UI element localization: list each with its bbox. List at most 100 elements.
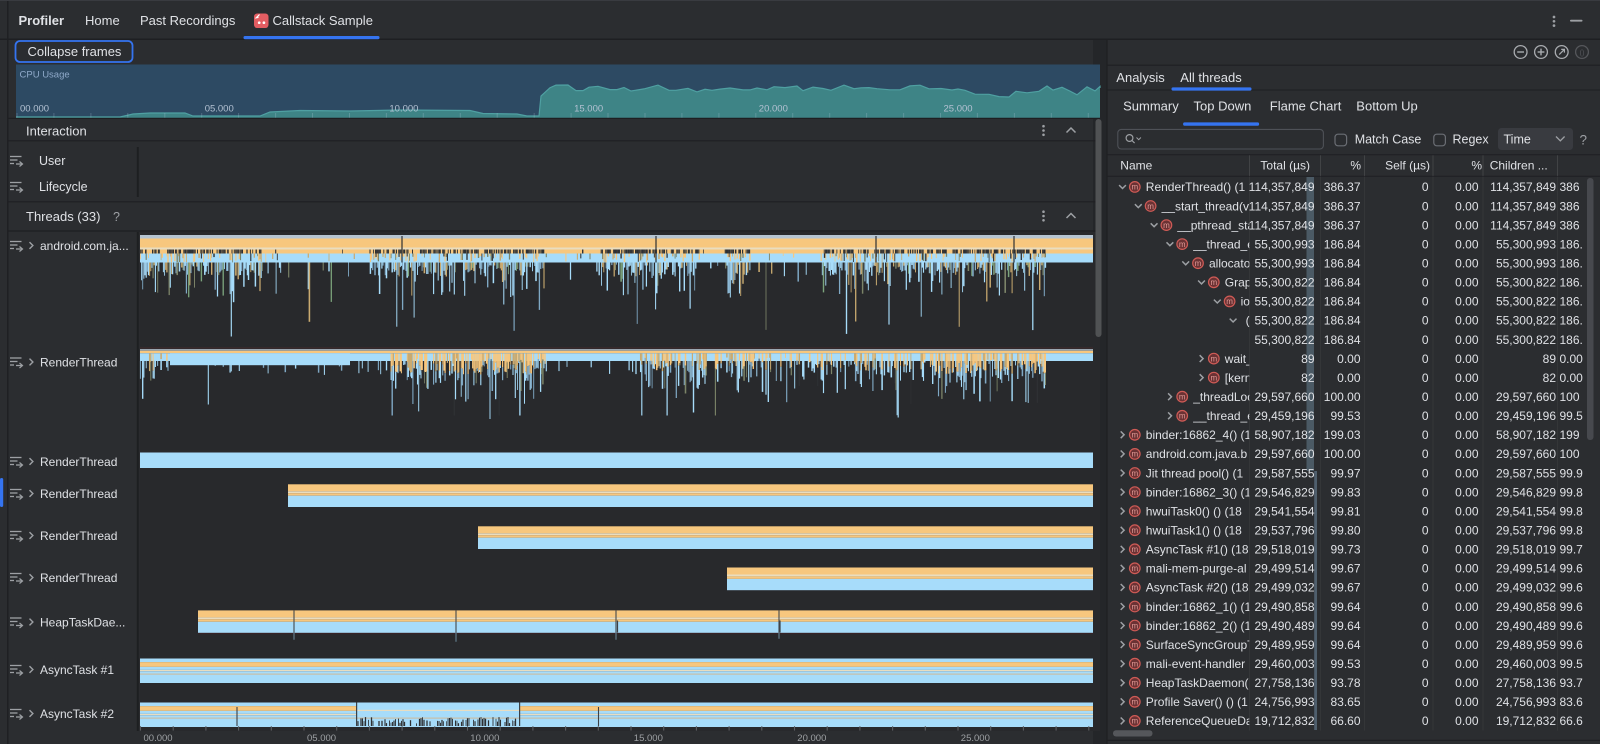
svg-text:m: m (1131, 183, 1138, 192)
svg-text:0: 0 (1422, 714, 1429, 728)
svg-text:m: m (1131, 564, 1138, 573)
svg-text:_threadLoop(void: _threadLoop(void (1192, 390, 1286, 404)
svg-text:0: 0 (1422, 695, 1429, 709)
svg-text:186.: 186. (1560, 333, 1583, 347)
svg-text:55,300,822: 55,300,822 (1254, 333, 1314, 347)
svg-text:m: m (1131, 717, 1138, 726)
svg-text:SurfaceSyncGroupT: SurfaceSyncGroupT (1146, 638, 1255, 652)
svg-text:29,460,003: 29,460,003 (1496, 657, 1556, 671)
svg-text:29,537,796: 29,537,796 (1496, 524, 1556, 538)
svg-text:27,758,136: 27,758,136 (1496, 676, 1556, 690)
svg-text:29,489,959: 29,489,959 (1496, 638, 1556, 652)
svg-text:RenderThread: RenderThread (40, 355, 117, 369)
svg-text:RenderThread: RenderThread (40, 455, 117, 469)
svg-text:29,499,514: 29,499,514 (1254, 562, 1314, 576)
svg-text:114,357,849: 114,357,849 (1490, 199, 1556, 213)
svg-text:Flame Chart: Flame Chart (1270, 99, 1342, 114)
svg-text:0: 0 (1422, 581, 1429, 595)
svg-text:99.97: 99.97 (1330, 466, 1360, 480)
svg-text:29,587,555: 29,587,555 (1496, 466, 1556, 480)
svg-text:99.81: 99.81 (1330, 504, 1360, 518)
svg-text:20.000: 20.000 (759, 104, 788, 115)
svg-text:m: m (1131, 698, 1138, 707)
svg-text:0.00: 0.00 (1455, 485, 1479, 499)
svg-text:89: 89 (1301, 352, 1315, 366)
svg-text:Total (µs): Total (µs) (1260, 159, 1310, 173)
svg-text:55,300,822: 55,300,822 (1496, 314, 1556, 328)
svg-text:0.00: 0.00 (1455, 600, 1479, 614)
svg-text:99.53: 99.53 (1330, 409, 1360, 423)
svg-text:29,546,829: 29,546,829 (1254, 485, 1314, 499)
svg-text:99.67: 99.67 (1330, 562, 1360, 576)
svg-text:(): () (1580, 48, 1585, 57)
svg-text:m: m (1210, 373, 1217, 382)
svg-text:99.8: 99.8 (1560, 504, 1584, 518)
svg-text:m: m (1131, 602, 1138, 611)
svg-text:0: 0 (1422, 428, 1429, 442)
svg-text:99.8: 99.8 (1560, 524, 1584, 538)
svg-text:HeapTaskDae...: HeapTaskDae... (40, 615, 125, 629)
svg-text:114,357,849: 114,357,849 (1249, 199, 1315, 213)
svg-text:0: 0 (1422, 619, 1429, 633)
svg-text:55,300,822: 55,300,822 (1496, 276, 1556, 290)
svg-text:0: 0 (1422, 237, 1429, 251)
svg-text:99.73: 99.73 (1330, 543, 1360, 557)
svg-text:Interaction: Interaction (26, 124, 87, 139)
svg-text:Children ...: Children ... (1490, 159, 1548, 173)
svg-text:0.00: 0.00 (1455, 352, 1479, 366)
svg-text:82: 82 (1301, 371, 1315, 385)
svg-text:66.6: 66.6 (1560, 714, 1584, 728)
svg-text:19,712,832: 19,712,832 (1254, 714, 1314, 728)
svg-text:Callstack Sample: Callstack Sample (273, 13, 373, 28)
svg-text:__thread_entry(v: __thread_entry(v (1192, 409, 1284, 423)
svg-text:m: m (1226, 297, 1233, 306)
svg-text:Profile Saver() () (1: Profile Saver() () (1 (1146, 695, 1248, 709)
svg-text:m: m (1131, 640, 1138, 649)
svg-text:0.00: 0.00 (1455, 276, 1479, 290)
svg-text:RenderThread: RenderThread (40, 487, 117, 501)
svg-text:0.00: 0.00 (1455, 314, 1479, 328)
svg-text:29,546,829: 29,546,829 (1496, 485, 1556, 499)
svg-text:0.00: 0.00 (1455, 447, 1479, 461)
svg-text:android.com.java.b: android.com.java.b (1146, 447, 1248, 461)
svg-text:186.: 186. (1560, 295, 1583, 309)
svg-text:82: 82 (1543, 371, 1557, 385)
svg-text:0.00: 0.00 (1455, 295, 1479, 309)
svg-text:55,300,822: 55,300,822 (1496, 295, 1556, 309)
svg-text:0: 0 (1422, 390, 1429, 404)
svg-text:29,541,554: 29,541,554 (1496, 504, 1556, 518)
svg-text:114,357,849: 114,357,849 (1490, 218, 1556, 232)
svg-text:55,300,822: 55,300,822 (1496, 333, 1556, 347)
svg-text:29,518,019: 29,518,019 (1254, 543, 1314, 557)
svg-text:0: 0 (1422, 543, 1429, 557)
svg-text:29,597,660: 29,597,660 (1496, 390, 1556, 404)
svg-text:186.84: 186.84 (1324, 333, 1361, 347)
svg-text:AsyncTask #2: AsyncTask #2 (40, 707, 114, 721)
svg-text:hwuiTask1() () (18: hwuiTask1() () (18 (1146, 524, 1242, 538)
svg-text:0.00: 0.00 (1455, 714, 1479, 728)
svg-text:29,459,196: 29,459,196 (1254, 409, 1314, 423)
svg-text:386: 386 (1560, 218, 1580, 232)
svg-text:binder:16862_2() (1: binder:16862_2() (1 (1146, 619, 1252, 633)
svg-text:(: ( (1246, 314, 1250, 328)
svg-text:99.53: 99.53 (1330, 657, 1360, 671)
svg-text:__pthread_start(vo: __pthread_start(vo (1176, 218, 1278, 232)
svg-text:0.00: 0.00 (1455, 218, 1479, 232)
svg-text:29,518,019: 29,518,019 (1496, 543, 1556, 557)
svg-text:Home: Home (85, 13, 120, 28)
svg-text:89: 89 (1543, 352, 1557, 366)
svg-text:99.80: 99.80 (1330, 524, 1360, 538)
svg-text:386.37: 386.37 (1324, 180, 1361, 194)
svg-text:0: 0 (1422, 504, 1429, 518)
svg-text:10.000: 10.000 (389, 104, 418, 115)
svg-text:25.000: 25.000 (944, 104, 973, 115)
svg-text:99.6: 99.6 (1560, 562, 1584, 576)
svg-text:186.: 186. (1560, 314, 1583, 328)
svg-text:58,907,182: 58,907,182 (1496, 428, 1556, 442)
svg-text:29,587,555: 29,587,555 (1254, 466, 1314, 480)
svg-text:0: 0 (1422, 352, 1429, 366)
svg-text:186.: 186. (1560, 237, 1583, 251)
svg-text:29,490,858: 29,490,858 (1496, 600, 1556, 614)
svg-text:0.00: 0.00 (1455, 371, 1479, 385)
svg-text:Top Down: Top Down (1194, 99, 1252, 114)
